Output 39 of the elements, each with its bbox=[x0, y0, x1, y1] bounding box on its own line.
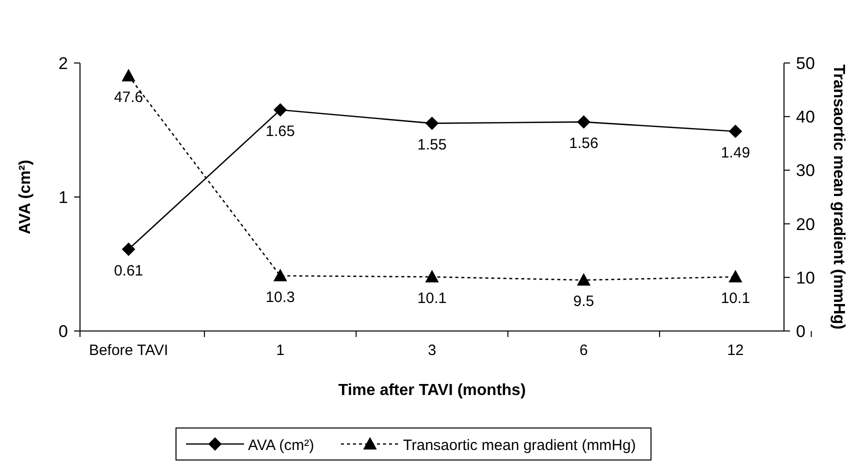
x-tick-label: 1 bbox=[276, 342, 284, 359]
y2-tick-label: 10 bbox=[796, 268, 815, 288]
data-label: 1.55 bbox=[417, 136, 447, 154]
y-tick-label: 2 bbox=[58, 54, 68, 73]
y2-tick-label: 40 bbox=[796, 108, 815, 127]
y-axis-title: AVA (cm²) bbox=[17, 160, 34, 234]
legend-label: Transaortic mean gradient (mmHg) bbox=[403, 437, 636, 454]
y-tick-label: 0 bbox=[58, 322, 68, 341]
data-label: 10.3 bbox=[266, 288, 295, 306]
y2-tick-label: 50 bbox=[796, 54, 815, 73]
y2-tick-label: 0 bbox=[796, 322, 806, 341]
data-label: 10.1 bbox=[720, 290, 750, 307]
data-label: 1.65 bbox=[266, 122, 295, 140]
data-label: 1.49 bbox=[720, 144, 750, 162]
point bbox=[122, 242, 136, 256]
data-label: 47.6 bbox=[114, 88, 144, 106]
point bbox=[274, 269, 287, 282]
data-label: 10.1 bbox=[417, 290, 447, 307]
data-label: 0.61 bbox=[114, 262, 144, 280]
point bbox=[426, 270, 438, 282]
y2-axis-title: Transaortic mean gradient (mmHg) bbox=[830, 64, 847, 330]
data-label: 9.5 bbox=[573, 293, 594, 310]
point bbox=[728, 270, 742, 282]
legend-label: AVA (cm²) bbox=[248, 437, 314, 454]
point bbox=[577, 115, 590, 128]
x-tick-label: 6 bbox=[580, 342, 588, 359]
y2-tick-label: 30 bbox=[796, 161, 815, 180]
point bbox=[274, 103, 287, 116]
point bbox=[426, 116, 438, 130]
point bbox=[122, 69, 136, 82]
point bbox=[728, 124, 742, 138]
x-tick-label: 12 bbox=[727, 342, 744, 359]
y-tick-label: 1 bbox=[58, 188, 68, 207]
data-label: 1.56 bbox=[569, 134, 598, 152]
x-axis-title: Time after TAVI (months) bbox=[338, 382, 526, 399]
x-tick-label: Before TAVI bbox=[88, 342, 168, 359]
x-tick-label: 3 bbox=[428, 342, 436, 359]
y2-tick-label: 20 bbox=[796, 214, 815, 234]
point bbox=[577, 274, 590, 286]
